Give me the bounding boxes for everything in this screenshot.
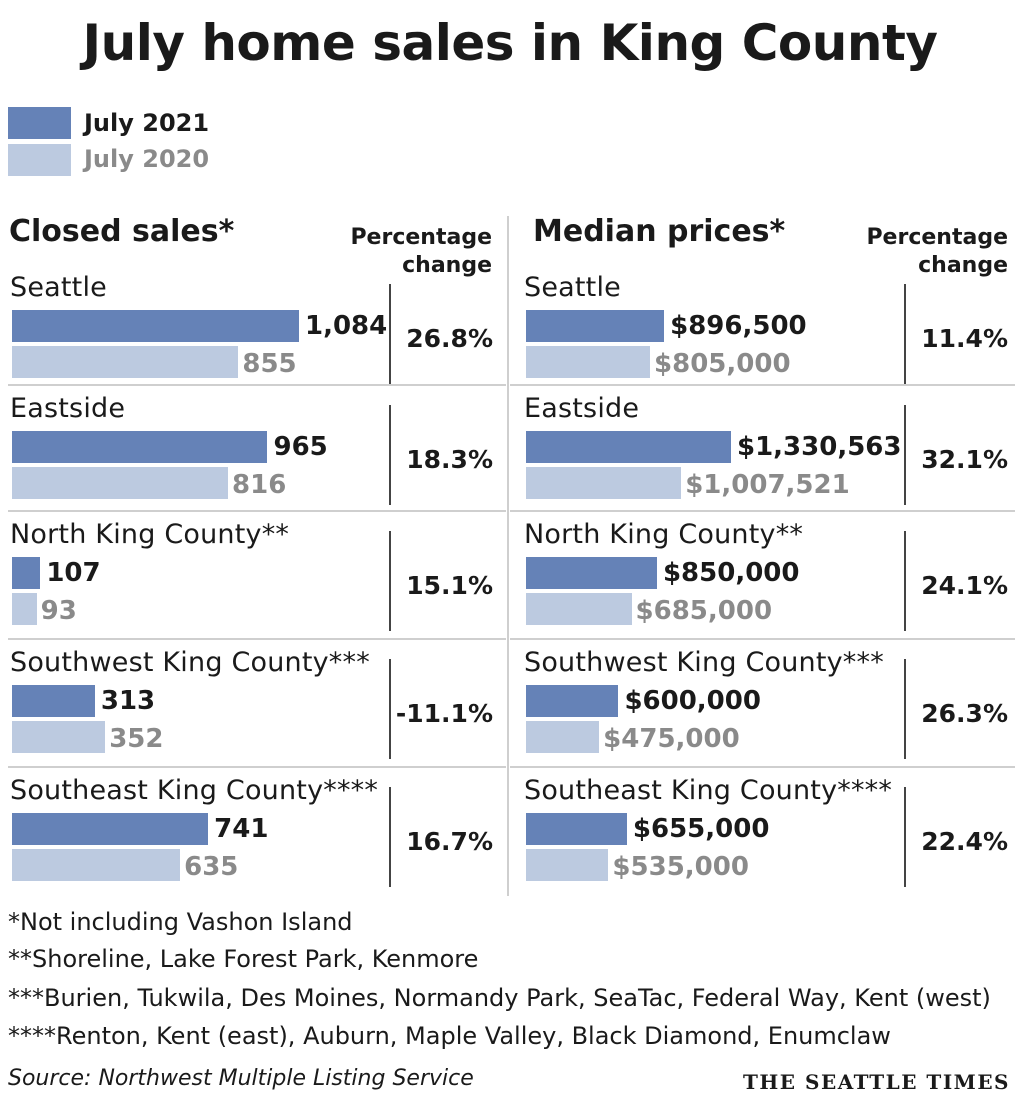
prices-value-2021-southwest-king-county: $600,000 (624, 686, 761, 716)
prices-row-divider-1 (510, 510, 1015, 512)
prices-row-divider-0 (510, 384, 1015, 386)
prices-pct-change-southwest-king-county: 26.3% (921, 699, 1008, 728)
closed-row-divider-1 (8, 510, 506, 512)
closed-row-divider-0 (8, 384, 506, 386)
closed-value-2020-southwest-king-county: 352 (109, 724, 164, 754)
prices-region-label-eastside: Eastside (524, 393, 640, 424)
prices-pct-change-seattle: 11.4% (921, 324, 1008, 353)
closed-pct-separator-eastside (389, 405, 391, 505)
prices-region-label-southwest-king-county: Southwest King County*** (524, 647, 884, 678)
prices-value-2020-north-king-county: $685,000 (635, 596, 773, 626)
prices-value-2021-southeast-king-county: $655,000 (632, 814, 770, 844)
prices-value-2021-north-king-county: $850,000 (662, 558, 800, 588)
legend-swatch-2021 (8, 107, 71, 139)
prices-bar-2021-southeast-king-county (526, 813, 627, 845)
closed-region-label-eastside: Eastside (10, 393, 126, 424)
closed-pct-change-seattle: 26.8% (406, 324, 493, 353)
closed-bar-2020-seattle (12, 346, 239, 378)
closed-bar-2021-seattle (12, 310, 299, 342)
prices-bar-2020-north-king-county (526, 593, 632, 625)
closed-bar-2021-eastside (12, 431, 268, 463)
closed-pct-separator-north-king-county (389, 531, 391, 631)
closed-value-2020-seattle: 855 (242, 349, 297, 379)
closed-region-label-southeast-king-county: Southeast King County**** (10, 775, 379, 806)
prices-bar-2020-southwest-king-county (526, 721, 600, 753)
closed-bar-2021-southwest-king-county (12, 685, 95, 717)
publisher-logo: THE SEATTLE TIMES (743, 1070, 1010, 1094)
closed-value-2021-north-king-county: 107 (46, 558, 101, 588)
footnote-1: *Not including Vashon Island (8, 908, 353, 936)
closed-region-label-seattle: Seattle (10, 272, 107, 303)
prices-pct-change-north-king-county: 24.1% (921, 571, 1008, 600)
closed-region-label-southwest-king-county: Southwest King County*** (10, 647, 370, 678)
prices-row-divider-3 (510, 766, 1015, 768)
closed-bar-2020-southwest-king-county (12, 721, 106, 753)
closed-value-2020-southeast-king-county: 635 (184, 852, 239, 882)
prices-row-divider-2 (510, 638, 1015, 640)
median-prices-title: Median prices* (533, 214, 786, 249)
prices-bar-2021-eastside (526, 431, 731, 463)
closed-pct-separator-southeast-king-county (389, 787, 391, 887)
closed-value-2021-seattle: 1,084 (305, 311, 388, 341)
prices-bar-2020-southeast-king-county (526, 849, 609, 881)
footnote-4: ****Renton, Kent (east), Auburn, Maple V… (8, 1022, 891, 1050)
legend-label-2020: July 2020 (84, 145, 210, 173)
prices-bar-2021-southwest-king-county (526, 685, 619, 717)
closed-bar-2021-southeast-king-county (12, 813, 209, 845)
legend-swatch-2020 (8, 144, 71, 176)
panel-divider (507, 216, 509, 896)
closed-pct-change-southeast-king-county: 16.7% (406, 827, 493, 856)
prices-region-label-seattle: Seattle (524, 272, 621, 303)
prices-value-2021-eastside: $1,330,563 (737, 432, 902, 462)
prices-pct-separator-seattle (904, 284, 906, 384)
prices-pct-change-southeast-king-county: 22.4% (921, 827, 1008, 856)
prices-value-2020-eastside: $1,007,521 (685, 470, 850, 500)
closed-value-2020-north-king-county: 93 (40, 596, 77, 626)
closed-sales-title: Closed sales* (9, 214, 235, 249)
prices-pct-heading-line1: Percentage (866, 225, 1008, 250)
prices-pct-change-eastside: 32.1% (921, 445, 1008, 474)
source-note: Source: Northwest Multiple Listing Servi… (8, 1066, 474, 1091)
closed-bar-2021-north-king-county (12, 557, 41, 589)
prices-value-2020-seattle: $805,000 (654, 349, 791, 379)
closed-value-2020-eastside: 816 (232, 470, 287, 500)
prices-pct-heading: Percentage change (846, 224, 1008, 280)
closed-bar-2020-southeast-king-county (12, 849, 181, 881)
closed-region-label-north-king-county: North King County** (10, 519, 290, 550)
closed-bar-2020-north-king-county (12, 593, 37, 625)
prices-region-label-southeast-king-county: Southeast King County**** (524, 775, 893, 806)
prices-pct-separator-southeast-king-county (904, 787, 906, 887)
closed-pct-heading: Percentage change (330, 224, 492, 280)
footnote-3: ***Burien, Tukwila, Des Moines, Normandy… (8, 984, 991, 1012)
closed-value-2021-southwest-king-county: 313 (100, 686, 156, 716)
prices-bar-2021-seattle (526, 310, 665, 342)
prices-value-2020-southeast-king-county: $535,000 (612, 852, 749, 882)
closed-pct-change-north-king-county: 15.1% (406, 571, 493, 600)
prices-bar-2020-seattle (526, 346, 651, 378)
closed-pct-separator-southwest-king-county (389, 659, 391, 759)
closed-value-2021-eastside: 965 (273, 432, 328, 462)
prices-region-label-north-king-county: North King County** (524, 519, 804, 550)
closed-bar-2020-eastside (12, 467, 229, 499)
prices-bar-2020-eastside (526, 467, 682, 499)
prices-pct-heading-line2: change (918, 253, 1008, 278)
closed-pct-heading-line2: change (402, 253, 492, 278)
legend-label-2021: July 2021 (84, 109, 210, 137)
footnote-2: **Shoreline, Lake Forest Park, Kenmore (8, 945, 479, 973)
prices-pct-separator-southwest-king-county (904, 659, 906, 759)
prices-pct-separator-eastside (904, 405, 906, 505)
closed-row-divider-2 (8, 638, 506, 640)
closed-pct-change-southwest-king-county: -11.1% (395, 699, 493, 728)
closed-pct-change-eastside: 18.3% (406, 445, 493, 474)
closed-pct-separator-seattle (389, 284, 391, 384)
closed-value-2021-southeast-king-county: 741 (214, 814, 269, 844)
prices-value-2020-southwest-king-county: $475,000 (603, 724, 740, 754)
chart-title: July home sales in King County (82, 14, 938, 72)
closed-pct-heading-line1: Percentage (350, 225, 492, 250)
prices-pct-separator-north-king-county (904, 531, 906, 631)
prices-bar-2021-north-king-county (526, 557, 657, 589)
closed-row-divider-3 (8, 766, 506, 768)
prices-value-2021-seattle: $896,500 (670, 311, 807, 341)
